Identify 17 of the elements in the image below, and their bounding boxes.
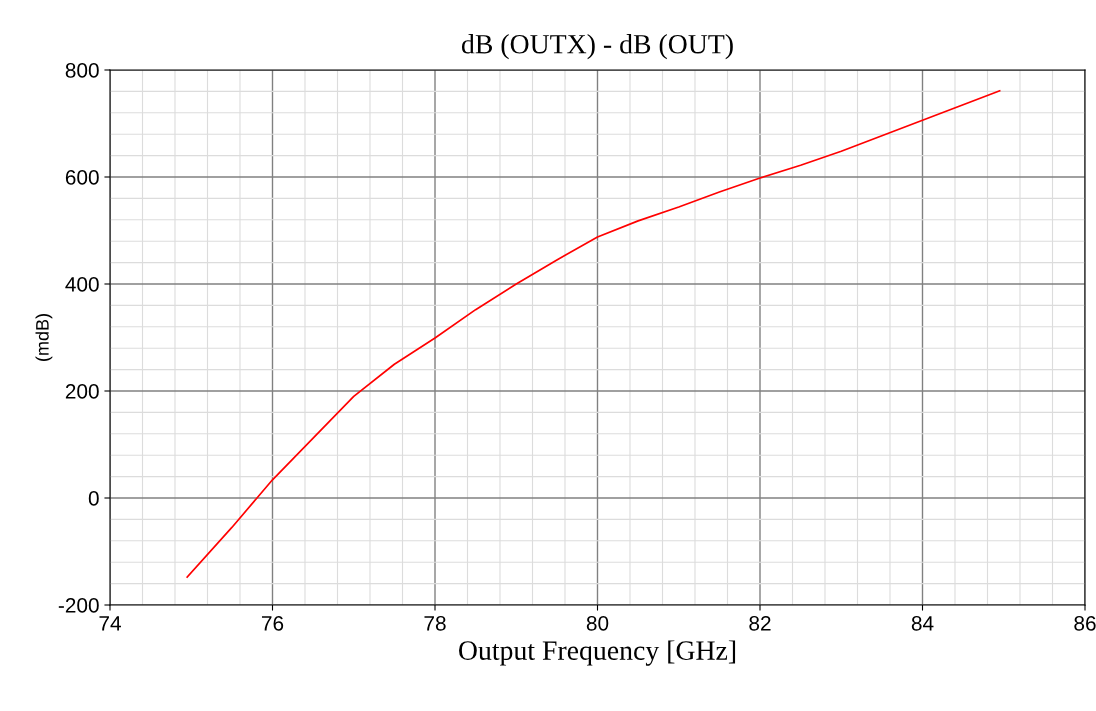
- chart-title: dB (OUTX) - dB (OUT): [461, 34, 733, 60]
- y-tick-label: 0: [88, 491, 99, 506]
- x-tick-label: 78: [424, 615, 446, 631]
- y-axis-title: (mdB): [35, 314, 53, 361]
- y-tick-label: 400: [65, 277, 99, 292]
- x-tick-label: 80: [586, 615, 609, 631]
- x-tick-label: 76: [261, 615, 284, 631]
- x-tick-label: 86: [1074, 615, 1096, 631]
- line-series: [186, 90, 1001, 579]
- y-tick-label: 800: [65, 63, 99, 78]
- y-tick-label: 200: [65, 384, 99, 399]
- x-axis-title: Output Frequency [GHz]: [459, 640, 736, 666]
- y-tick-label: 600: [65, 170, 99, 185]
- x-tick-label: 82: [749, 615, 771, 631]
- x-tick-label: 74: [99, 616, 121, 631]
- y-tick-label: -200: [58, 598, 99, 613]
- x-tick-label: 84: [911, 615, 934, 631]
